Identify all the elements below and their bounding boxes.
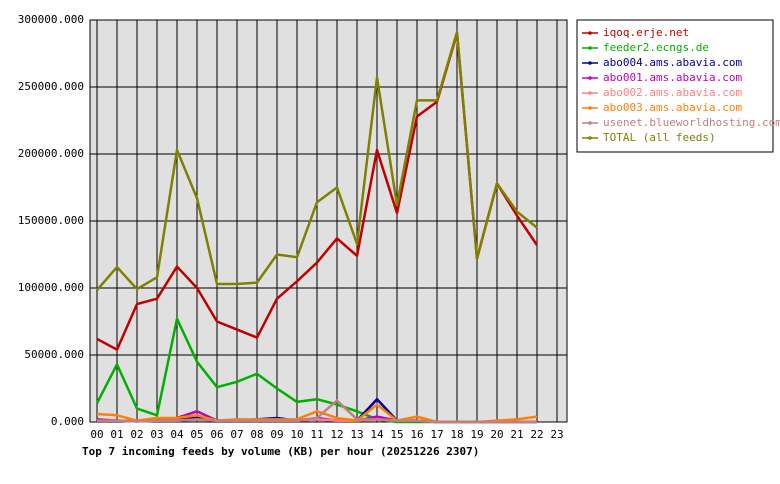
legend-label: iqoq.erje.net (603, 26, 689, 39)
x-tick-label: 05 (190, 428, 203, 441)
x-tick-label: 12 (330, 428, 343, 441)
legend-marker (588, 76, 592, 80)
y-tick-label: 300000.000 (18, 13, 84, 26)
legend (576, 19, 774, 153)
legend-label: abo001.ams.abavia.com (603, 71, 742, 84)
x-tick-label: 02 (130, 428, 143, 441)
plot-border (89, 19, 568, 423)
legend-label: abo002.ams.abavia.com (603, 86, 742, 99)
y-tick-label: 250000.000 (18, 80, 84, 93)
x-tick-label: 07 (230, 428, 243, 441)
series-line (96, 30, 538, 291)
x-axis-title: Top 7 incoming feeds by volume (KB) per … (82, 445, 479, 458)
y-tick-label: 150000.000 (18, 214, 84, 227)
legend-marker (588, 106, 592, 110)
y-tick-label: 200000.000 (18, 147, 84, 160)
x-tick-label: 18 (450, 428, 463, 441)
x-tick-label: 10 (290, 428, 303, 441)
x-tick-label: 01 (110, 428, 123, 441)
x-tick-label: 16 (410, 428, 423, 441)
legend-marker (588, 61, 592, 65)
x-tick-label: 11 (310, 428, 323, 441)
legend-label: abo003.ams.abavia.com (603, 101, 742, 114)
legend-marker (588, 121, 592, 125)
x-tick-label: 21 (510, 428, 523, 441)
x-tick-label: 13 (350, 428, 363, 441)
legend-label: TOTAL (all feeds) (603, 131, 716, 144)
legend-marker (588, 91, 592, 95)
x-tick-label: 20 (490, 428, 503, 441)
y-tick-label: 100000.000 (18, 281, 84, 294)
x-tick-label: 04 (170, 428, 184, 441)
x-tick-label: 22 (530, 428, 543, 441)
x-tick-label: 15 (390, 428, 403, 441)
legend-label: abo004.ams.abavia.com (603, 56, 742, 69)
x-tick-label: 19 (470, 428, 483, 441)
legend-marker (588, 46, 592, 50)
series-line (97, 399, 537, 424)
x-tick-label: 00 (90, 428, 103, 441)
x-tick-label: 03 (150, 428, 163, 441)
legend-label: feeder2.ecngs.de (603, 41, 709, 54)
legend-label: usenet.blueworldhosting.com (603, 116, 780, 129)
legend-marker (588, 136, 592, 140)
x-tick-label: 23 (550, 428, 563, 441)
x-tick-label: 06 (210, 428, 223, 441)
y-tick-label: 0.000 (51, 415, 84, 428)
legend-marker (588, 31, 592, 35)
y-tick-label: 50000.000 (24, 348, 84, 361)
x-tick-label: 08 (250, 428, 263, 441)
x-tick-label: 17 (430, 428, 443, 441)
x-tick-label: 09 (270, 428, 283, 441)
x-tick-label: 14 (370, 428, 384, 441)
